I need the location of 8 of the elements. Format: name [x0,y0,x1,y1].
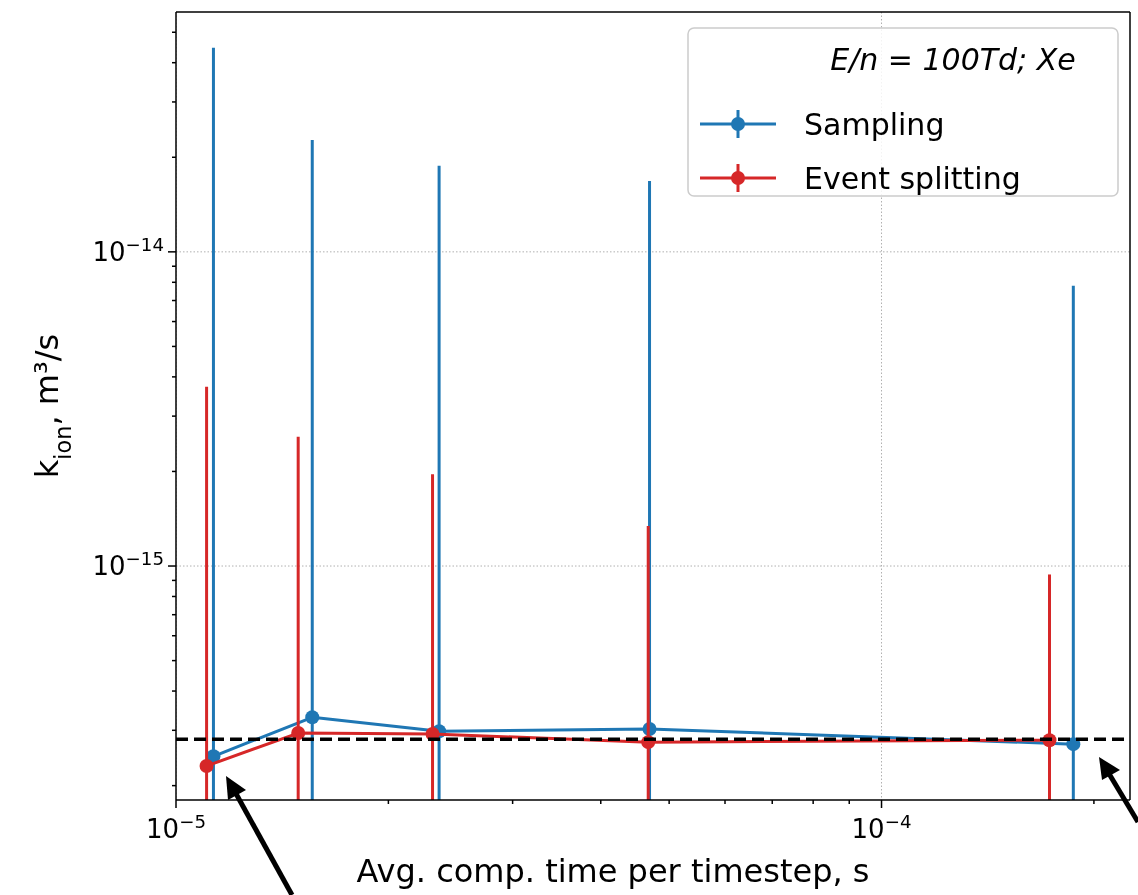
x-tick-label: 10$^{−4}$ [851,810,912,844]
legend-label: Sampling [804,107,945,142]
x-tick-label: 10$^{−5}$ [146,810,206,844]
x-axis-title: Avg. comp. time per timestep, s [356,852,870,890]
y-tick-label: 10$^{−15}$ [92,547,164,582]
y-tick-label: 10$^{−14}$ [92,233,164,267]
legend-title: E/n = 100Td; Xe [830,42,1076,77]
legend-label: Event splitting [804,161,1021,196]
